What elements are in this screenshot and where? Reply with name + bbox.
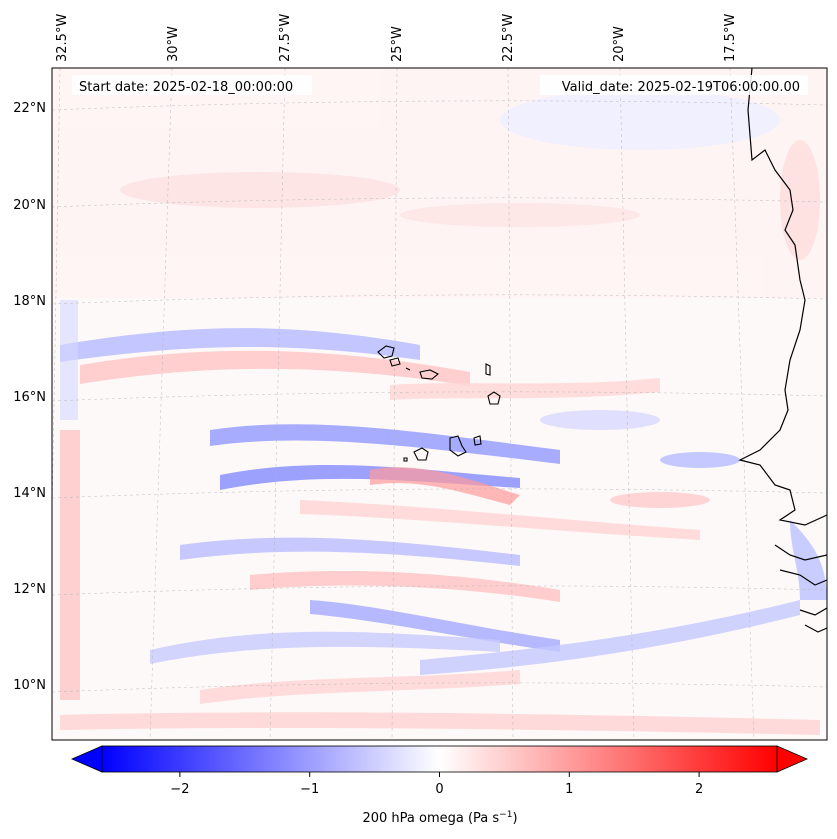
colorbar-ticks: −2 −1 0 1 2	[170, 772, 703, 797]
start-date-label: Start date: 2025-02-18_00:00:00	[79, 80, 293, 95]
lon-label-17-5w: 17.5°W	[723, 14, 738, 62]
colorbar-tick-label-3: 1	[565, 782, 573, 797]
graticule	[52, 68, 827, 740]
lon-label-25w: 25°W	[390, 26, 405, 62]
lat-label-22n: 22°N	[13, 101, 46, 116]
longitude-labels: 32.5°W 30°W 27.5°W 25°W 22.5°W 20°W 17.5…	[55, 14, 738, 62]
coastline	[738, 68, 827, 633]
colorbar-max-arrow	[776, 745, 809, 773]
latitude-labels: 22°N 20°N 18°N 16°N 14°N 12°N 10°N	[13, 101, 46, 693]
colorbar-tick-label-2: 0	[435, 782, 443, 797]
colorbar-gradient	[101, 745, 778, 773]
colorbar-tick-label-4: 2	[695, 782, 703, 797]
lat-label-14n: 14°N	[13, 486, 46, 501]
colorbar-min-arrow	[70, 745, 103, 773]
omega-field-upper	[52, 68, 827, 298]
map-area: Start date: 2025-02-18_00:00:00 Valid_da…	[52, 68, 827, 740]
colorbar-tick-label-0: −2	[170, 782, 189, 797]
valid-date-label: Valid_date: 2025-02-19T06:00:00.00	[562, 80, 800, 95]
colorbar-label: 200 hPa omega (Pa s−1)	[362, 810, 517, 826]
lon-label-32-5w: 32.5°W	[55, 14, 70, 62]
cape-verde-islands	[377, 345, 501, 462]
colorbar: −2 −1 0 1 2 200 hPa omega (Pa s−1)	[70, 745, 809, 826]
map-frame	[51, 67, 828, 741]
colorbar-tick-label-1: −1	[300, 782, 319, 797]
omega-bands	[60, 300, 827, 735]
lat-label-16n: 16°N	[13, 390, 46, 405]
lon-label-30w: 30°W	[166, 26, 181, 62]
lat-label-20n: 20°N	[13, 198, 46, 213]
lat-label-18n: 18°N	[13, 294, 46, 309]
lon-label-22-5w: 22.5°W	[501, 14, 516, 62]
lat-label-10n: 10°N	[13, 678, 46, 693]
lon-label-27-5w: 27.5°W	[278, 14, 293, 62]
lat-label-12n: 12°N	[13, 582, 46, 597]
lon-label-20w: 20°W	[612, 26, 627, 62]
